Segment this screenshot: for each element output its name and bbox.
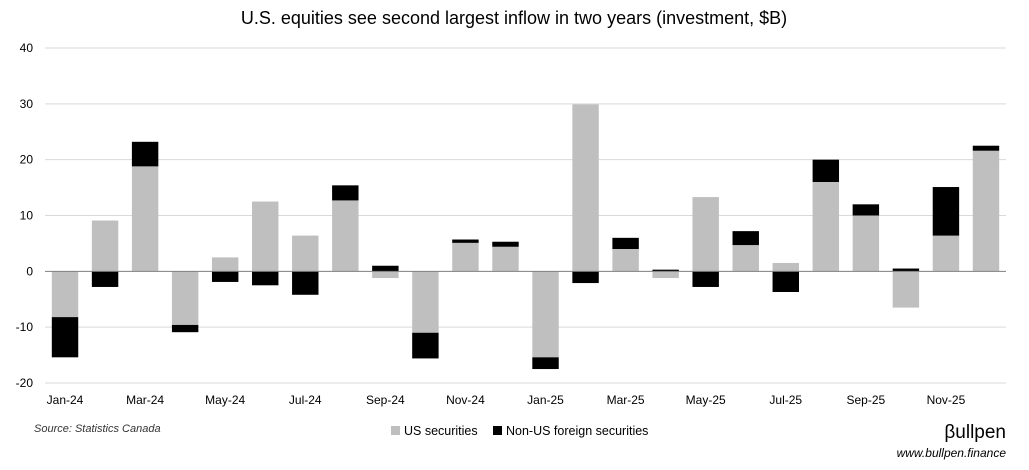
bar-non-us-foreign-securities-jan-24 [51, 317, 79, 358]
bar-non-us-foreign-securities-mar-24 [131, 141, 159, 167]
bar-us-securities-nov-24 [452, 242, 479, 272]
bar-non-us-foreign-securities-may-25 [692, 271, 719, 287]
bar-non-us-foreign-securities-jul-25 [772, 271, 799, 292]
bar-non-us-foreign-securities-aug-24 [332, 185, 359, 201]
bar-us-securities-aug-24 [332, 200, 359, 272]
x-tick-label-jan-25: Jan-25 [527, 393, 564, 407]
bar-us-securities-apr-25 [652, 271, 679, 279]
bars [51, 104, 1000, 370]
legend-swatch-us-securities [391, 426, 400, 435]
bar-non-us-foreign-securities-dec-25 [972, 145, 1000, 151]
bar-non-us-foreign-securities-dec-24 [492, 241, 519, 247]
x-tick-label-may-24: May-24 [205, 393, 245, 407]
legend: US securities Non-US foreign securities [391, 424, 648, 438]
bar-us-securities-apr-24 [171, 271, 199, 325]
bar-us-securities-may-24 [211, 257, 239, 272]
bar-us-securities-jan-24 [51, 271, 79, 318]
y-tick-label--20: -20 [16, 376, 34, 390]
bar-us-securities-mar-25 [612, 249, 639, 272]
y-tick-label-40: 40 [20, 41, 34, 55]
bar-non-us-foreign-securities-jun-25 [732, 231, 759, 246]
bar-non-us-foreign-securities-apr-24 [171, 324, 199, 333]
bar-us-securities-dec-25 [972, 150, 1000, 272]
bar-non-us-foreign-securities-feb-25 [572, 271, 599, 284]
bar-us-securities-jun-25 [732, 245, 759, 272]
x-tick-label-may-25: May-25 [686, 393, 726, 407]
y-tick-label-20: 20 [20, 153, 34, 167]
x-tick-label-jul-24: Jul-24 [289, 393, 322, 407]
x-tick-label-jan-24: Jan-24 [47, 393, 84, 407]
x-tick-label-nov-24: Nov-24 [446, 393, 485, 407]
y-tick-label-10: 10 [20, 209, 34, 223]
bar-us-securities-jul-25 [772, 262, 799, 272]
bar-non-us-foreign-securities-feb-24 [91, 271, 119, 287]
x-axis-tick-labels: Jan-24 Mar-24 May-24 Jul-24 Sep-24 Nov-24 Jan-… [47, 393, 966, 407]
y-axis-tick-labels: -20 -10 0 10 20 30 40 [16, 41, 34, 390]
bar-us-securities-sep-24 [372, 271, 399, 279]
bar-non-us-foreign-securities-jun-24 [252, 271, 279, 286]
x-tick-label-mar-24: Mar-24 [126, 393, 164, 407]
bar-us-securities-dec-24 [492, 246, 519, 272]
bar-us-securities-may-25 [692, 197, 719, 272]
chart-title: U.S. equities see second largest inflow … [241, 8, 787, 28]
bar-non-us-foreign-securities-oct-25 [892, 268, 920, 272]
legend-swatch-non-us-foreign-securities [493, 426, 502, 435]
bar-us-securities-mar-24 [131, 166, 159, 272]
bar-non-us-foreign-securities-may-24 [211, 271, 239, 282]
bar-non-us-foreign-securities-sep-25 [852, 204, 880, 216]
gridlines [45, 47, 1006, 384]
bar-non-us-foreign-securities-sep-24 [372, 265, 399, 272]
bar-non-us-foreign-securities-nov-24 [452, 239, 479, 243]
bar-us-securities-jan-25 [532, 271, 559, 358]
bar-us-securities-aug-25 [812, 182, 840, 272]
bar-us-securities-sep-25 [852, 215, 880, 272]
source-note: Source: Statistics Canada [34, 423, 161, 435]
bar-us-securities-nov-25 [932, 235, 960, 272]
bar-us-securities-jul-24 [292, 235, 319, 272]
bar-non-us-foreign-securities-mar-25 [612, 237, 639, 249]
bar-us-securities-feb-24 [91, 220, 119, 272]
y-tick-label--10: -10 [16, 320, 34, 334]
x-tick-label-nov-25: Nov-25 [927, 393, 966, 407]
x-tick-label-sep-24: Sep-24 [366, 393, 405, 407]
bar-non-us-foreign-securities-aug-25 [812, 159, 840, 182]
bar-non-us-foreign-securities-nov-25 [932, 187, 960, 236]
x-tick-label-mar-25: Mar-25 [607, 393, 645, 407]
bar-non-us-foreign-securities-apr-25 [652, 269, 679, 272]
y-tick-label-30: 30 [20, 97, 34, 111]
bar-non-us-foreign-securities-oct-24 [412, 332, 439, 359]
brand-logo: βullpen [944, 422, 1006, 443]
bar-us-securities-oct-24 [412, 271, 439, 333]
y-tick-label-0: 0 [26, 264, 33, 278]
bar-us-securities-oct-25 [892, 271, 920, 308]
bar-us-securities-feb-25 [572, 104, 599, 272]
x-tick-label-jul-25: Jul-25 [769, 393, 802, 407]
x-tick-label-sep-25: Sep-25 [846, 393, 885, 407]
bar-non-us-foreign-securities-jul-24 [292, 271, 319, 295]
brand-url: www.bullpen.finance [897, 446, 1007, 460]
bar-non-us-foreign-securities-jan-25 [532, 357, 559, 370]
bar-us-securities-jun-24 [252, 201, 279, 272]
legend-label-us-securities: US securities [404, 424, 478, 438]
legend-label-non-us-foreign-securities: Non-US foreign securities [506, 424, 648, 438]
